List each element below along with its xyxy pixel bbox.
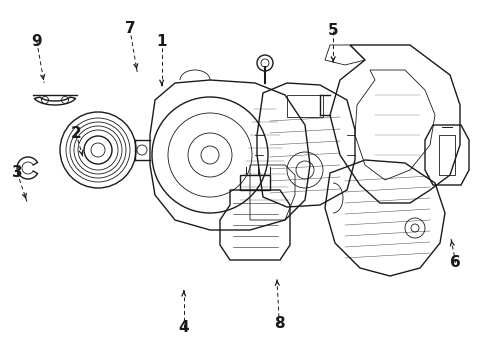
Text: 3: 3 (12, 165, 23, 180)
Text: 7: 7 (124, 21, 135, 36)
Text: 6: 6 (450, 255, 461, 270)
Text: 2: 2 (71, 126, 81, 141)
Text: 5: 5 (328, 23, 339, 38)
Text: 8: 8 (274, 316, 285, 332)
Text: 1: 1 (156, 34, 167, 49)
Text: 9: 9 (31, 34, 42, 49)
Text: 4: 4 (178, 320, 189, 335)
